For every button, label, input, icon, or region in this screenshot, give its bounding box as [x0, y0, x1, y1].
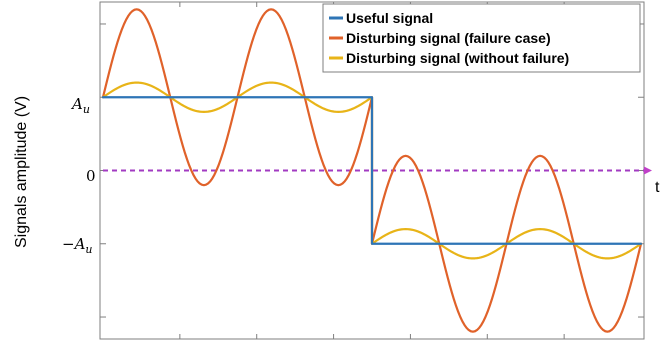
y-tick-labels: Au 0 −Au	[62, 95, 96, 256]
legend: Useful signal Disturbing signal (failure…	[322, 3, 641, 73]
series-line-0	[101, 96, 643, 245]
y-axis-label: Signals amplitude (V)	[13, 96, 30, 248]
y-tick-label-neg-au: −Au	[62, 235, 93, 256]
series-layer	[101, 8, 643, 333]
legend-label-without-failure: Disturbing signal (without failure)	[346, 50, 569, 66]
x-axis-label: t	[655, 179, 660, 196]
legend-label-failure-case: Disturbing signal (failure case)	[346, 30, 551, 46]
y-tick-label-au: Au	[70, 95, 90, 116]
y-tick-label-zero: 0	[86, 167, 96, 185]
legend-label-useful-signal: Useful signal	[346, 10, 433, 26]
legend-box	[322, 3, 641, 73]
